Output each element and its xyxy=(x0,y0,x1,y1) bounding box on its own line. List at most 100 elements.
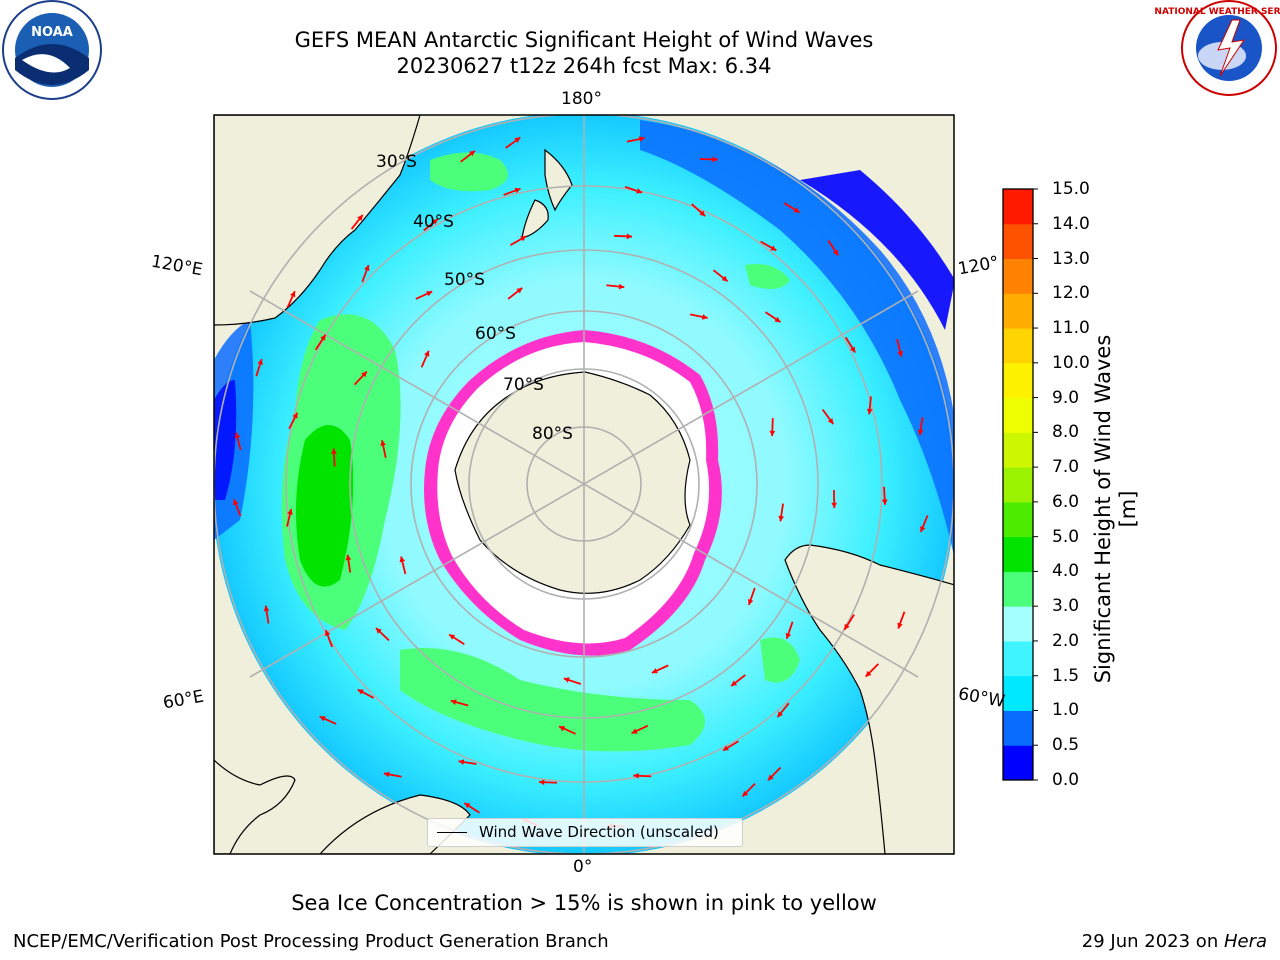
land-madagascar xyxy=(214,759,296,854)
wind-arrow-head xyxy=(699,210,706,217)
wind-arrow-head xyxy=(331,448,337,454)
wind-arrow-head xyxy=(563,677,570,683)
colorbar-tick-label: 10.0 xyxy=(1052,352,1090,373)
wind-arrow-head xyxy=(361,371,367,378)
wind-arrow-head xyxy=(849,346,856,353)
wind-arrow-head xyxy=(233,499,239,506)
colorbar-segment xyxy=(1003,223,1033,260)
land-antarctica xyxy=(454,371,691,594)
colorbar-frame xyxy=(1002,188,1034,781)
wind-arrow-head xyxy=(464,803,471,809)
wind-arrow-head xyxy=(774,316,781,323)
graticule xyxy=(214,115,954,854)
wind-arrow-head xyxy=(827,418,834,425)
nws-logo-icon: NATIONAL WEATHER SERVICE xyxy=(1154,0,1280,96)
colorbar-tick-label: 6.0 xyxy=(1052,491,1080,512)
chart-subtitle: 20230627 t12z 264h fcst Max: 6.34 xyxy=(396,54,772,78)
wind-arrow-head xyxy=(618,283,625,290)
low-wave-region xyxy=(640,120,954,556)
colorbar-segment xyxy=(1003,536,1033,572)
wind-arrow-head xyxy=(897,622,903,629)
wind-arrow-head xyxy=(777,711,784,718)
colorbar-segment xyxy=(1003,397,1033,433)
nws-logo-text: NATIONAL WEATHER SERVICE xyxy=(1154,7,1280,17)
wind-arrow-head xyxy=(747,599,754,605)
wind-arrow-head xyxy=(292,412,298,419)
colorbar-tick-label: 13.0 xyxy=(1052,248,1090,269)
colorbar-segment xyxy=(1003,675,1033,711)
wind-arrow-head xyxy=(263,605,270,612)
map-frame xyxy=(213,114,955,855)
wind-arrow-head xyxy=(357,689,364,695)
lat-label-70s: 70°S xyxy=(503,375,544,395)
lon-label-180: 180° xyxy=(561,89,602,109)
lat-label-30s: 30°S xyxy=(376,152,417,172)
wind-arrow-head xyxy=(844,623,850,630)
colorbar-segment xyxy=(1003,362,1033,399)
lat-label-80s: 80°S xyxy=(532,424,573,444)
land-new-zealand xyxy=(544,148,573,212)
wind-arrow-head xyxy=(516,287,523,294)
wind-arrow-head xyxy=(458,759,465,765)
colorbar-tick-label: 1.0 xyxy=(1052,700,1080,721)
wind-arrow-head xyxy=(514,137,521,143)
wind-arrow-head xyxy=(319,716,326,722)
map-area xyxy=(214,115,954,854)
wind-arrow-head xyxy=(357,214,363,221)
wind-arrow-head xyxy=(712,156,718,163)
wind-arrow-head xyxy=(785,632,792,639)
colorbar-tick-label: 2.0 xyxy=(1052,630,1080,651)
legend-label: Wind Wave Direction (unscaled) xyxy=(479,823,719,841)
wind-arrow-head xyxy=(897,350,903,357)
wind-arrow-head xyxy=(651,668,658,674)
noaa-logo-icon: NOAA xyxy=(2,0,102,100)
colorbar-title: Significant Height of Wind Waves [m] xyxy=(1091,334,1140,684)
legend-line-swatch xyxy=(437,832,467,833)
colorbar-tick-label: 9.0 xyxy=(1052,387,1080,408)
wind-arrow-head xyxy=(778,515,785,522)
colorbar-tick-label: 15.0 xyxy=(1052,179,1090,199)
wind-arrow-head xyxy=(723,745,730,751)
colorbar-segment xyxy=(1003,710,1033,746)
colorbar-segment xyxy=(1003,467,1033,503)
footer-date: 29 Jun 2023 on Hera xyxy=(1082,931,1267,952)
wind-arrow-head xyxy=(638,136,645,142)
lat-label-40s: 40°S xyxy=(413,212,454,232)
wind-arrow-head xyxy=(431,219,438,225)
colorbar-segment xyxy=(1003,258,1033,294)
colorbar-tick-label: 1.5 xyxy=(1052,665,1080,686)
wind-arrow-head xyxy=(920,526,926,533)
colorbar-segment xyxy=(1003,745,1033,781)
wind-arrow-head xyxy=(287,509,293,515)
sea-ice-note: Sea Ice Concentration > 15% is shown in … xyxy=(291,891,877,915)
wind-arrow-head xyxy=(793,207,800,213)
wind-arrow-head xyxy=(832,249,839,256)
wind-arrow-head xyxy=(450,699,457,705)
wind-arrow-head xyxy=(234,432,241,439)
wind-arrow-head xyxy=(831,502,838,509)
colorbar-tick-label: 14.0 xyxy=(1052,213,1090,234)
wind-direction-arrows xyxy=(233,136,929,829)
wind-arrow-head xyxy=(380,440,386,446)
wind-arrow-head xyxy=(426,291,433,297)
colorbar xyxy=(1002,188,1038,781)
wind-arrow-head xyxy=(320,334,326,341)
colorbar-segment xyxy=(1003,606,1033,642)
wind-arrow-head xyxy=(769,430,776,437)
colorbar-segment xyxy=(1003,328,1033,364)
wind-arrow-head xyxy=(324,630,331,637)
colorbar-tick-label: 0.5 xyxy=(1052,735,1080,756)
wind-arrow-head xyxy=(449,634,456,640)
wind-arrow-head xyxy=(514,187,521,194)
chart-title: GEFS MEAN Antarctic Significant Height o… xyxy=(294,28,874,52)
colorbar-tick-label: 4.0 xyxy=(1052,561,1080,582)
wind-arrow-head xyxy=(917,429,924,436)
noaa-logo-text: NOAA xyxy=(31,25,73,40)
footer-credit: NCEP/EMC/Verification Post Processing Pr… xyxy=(13,931,609,952)
wind-arrow-head xyxy=(636,188,643,194)
colorbar-tick-label: 5.0 xyxy=(1052,526,1080,547)
wind-arrow-head xyxy=(290,291,296,298)
wind-arrow-head xyxy=(375,628,382,634)
wind-arrow-head xyxy=(881,499,888,505)
